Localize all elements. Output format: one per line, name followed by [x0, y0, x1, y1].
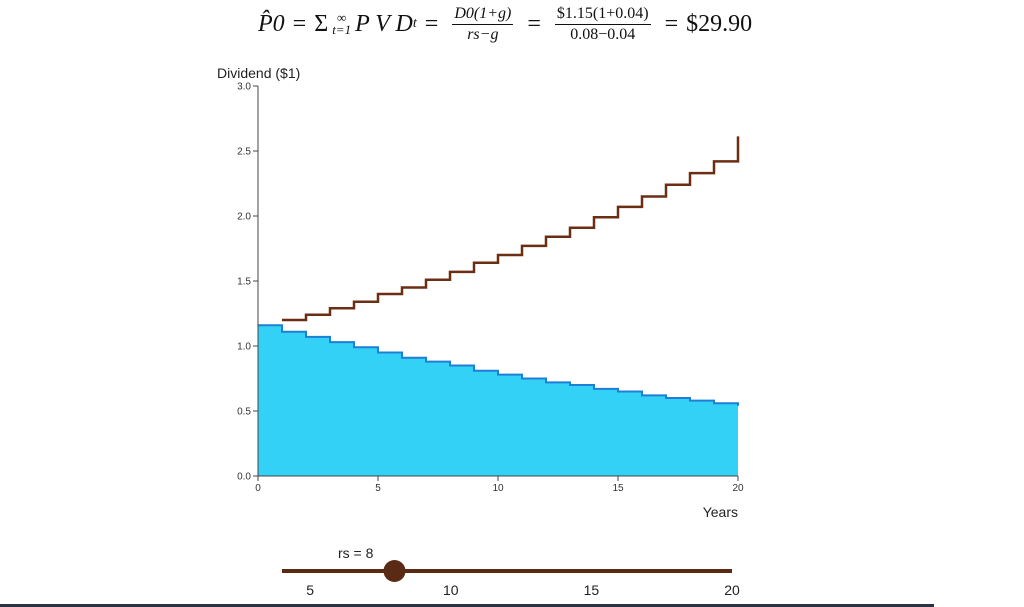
y-tick-label: 2.5: [237, 147, 251, 158]
slider-tick-label: 15: [583, 582, 600, 598]
equals-sign: =: [292, 10, 307, 37]
sum-limits: ∞ t=1: [332, 10, 352, 37]
y-tick-label: 3.0: [237, 82, 251, 93]
sigma-symbol: Σ: [314, 10, 329, 37]
x-axis-label: Years: [703, 504, 738, 520]
slider-value-label: rs = 8: [338, 545, 374, 561]
equals-sign: =: [664, 10, 679, 37]
price-result: $29.90: [686, 10, 753, 37]
x-tick-label: 0: [255, 483, 261, 494]
growth-fraction-denominator: rs−g: [467, 25, 499, 43]
pv-step-line: [258, 324, 739, 406]
rs-slider[interactable]: [282, 560, 732, 582]
pvd-term: P V D: [355, 10, 413, 37]
slider-handle[interactable]: [383, 560, 406, 582]
x-tick-label: 20: [732, 483, 744, 494]
x-tick-label: 10: [492, 483, 504, 494]
pv-area-layer: [258, 325, 738, 476]
slider-tick-label: 5: [306, 582, 315, 598]
slider-tick-label: 20: [724, 582, 740, 598]
growth-fraction: D0(1+g) rs−g: [452, 5, 514, 43]
equals-sign: =: [527, 10, 541, 37]
x-tick-label: 15: [612, 483, 624, 494]
y-tick-label: 1.5: [237, 277, 251, 288]
x-tick-label: 5: [375, 483, 381, 494]
window-bottom-edge: [0, 604, 934, 607]
p0-symbol: P̂0: [258, 10, 285, 37]
numeric-fraction-numerator: $1.15(1+0.04): [554, 5, 651, 25]
y-tick-label: 1.0: [237, 342, 251, 353]
axes: 0.0 0.5 1.0 1.5 2.0 2.5 3.0 0 5 10 15 20: [237, 82, 744, 495]
growth-fraction-numerator: D0(1+g): [452, 5, 514, 25]
sum-upper-limit: ∞: [336, 10, 347, 25]
y-tick-label: 0.5: [237, 407, 251, 418]
pv-area: [258, 325, 738, 476]
numeric-fraction: $1.15(1+0.04) 0.08−0.04: [554, 5, 651, 43]
numeric-fraction-denominator: 0.08−0.04: [570, 25, 636, 43]
series-line-layer: [258, 136, 740, 406]
sum-lower-limit: t=1: [332, 22, 352, 37]
y-tick-label: 0.0: [237, 472, 251, 483]
slider-tick-label: 10: [442, 582, 459, 598]
equals-sign: =: [424, 10, 439, 37]
pvd-subscript: t: [412, 16, 417, 31]
y-axis-label: Dividend ($1): [217, 65, 300, 81]
dividend-step-line: [282, 136, 740, 322]
y-tick-label: 2.0: [237, 212, 251, 223]
